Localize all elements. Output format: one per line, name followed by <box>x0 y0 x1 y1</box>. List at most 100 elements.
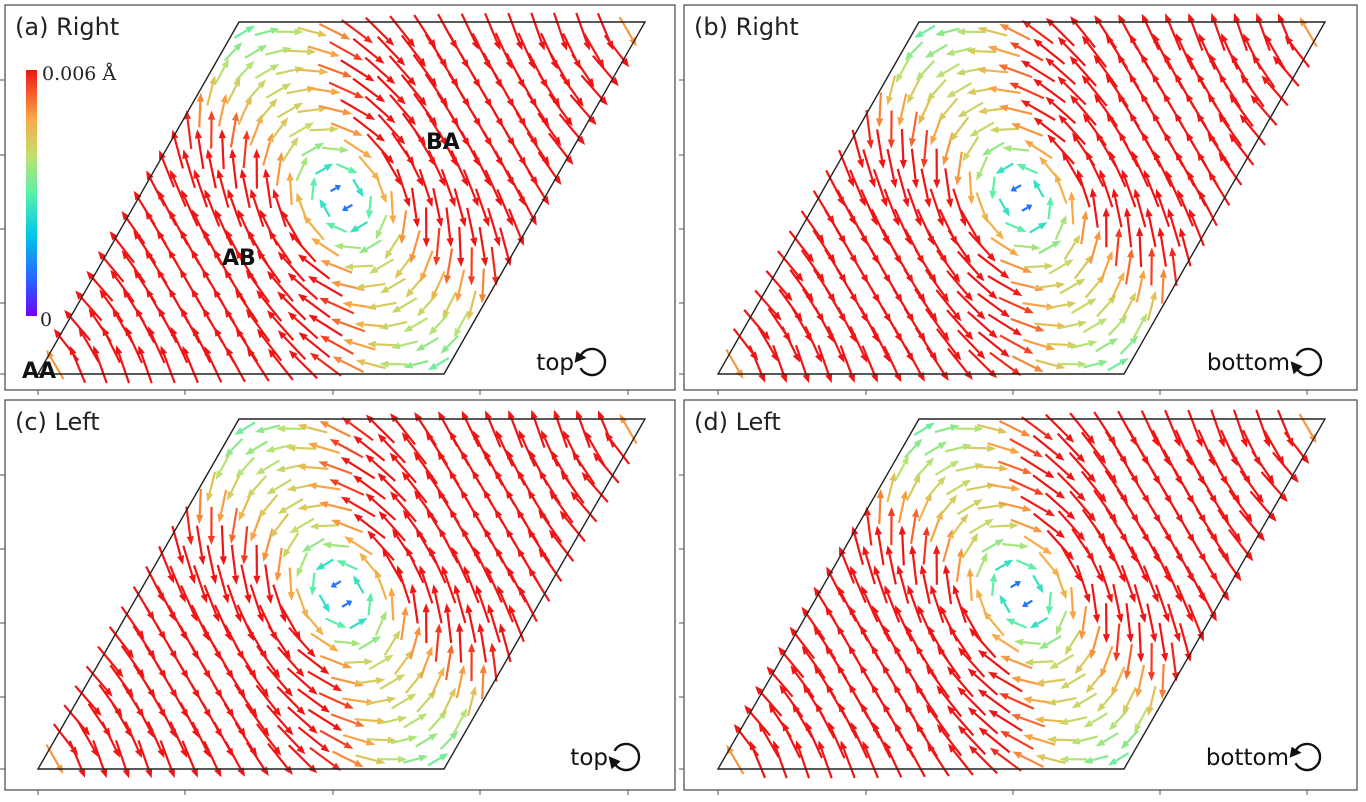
vector-arrow <box>365 454 396 482</box>
vector-arrow <box>246 347 270 382</box>
vector-arrow <box>388 587 396 621</box>
vector-arrow <box>384 233 402 260</box>
vector-arrow <box>249 584 264 623</box>
vector-arrow <box>286 667 318 695</box>
vector-arrow <box>961 532 979 559</box>
vector-arrow <box>1084 546 1104 583</box>
vector-arrow <box>204 346 223 383</box>
vector-arrow <box>976 155 989 181</box>
vector-arrow <box>332 750 364 767</box>
vector-arrow <box>815 702 836 739</box>
vector-arrow <box>1054 215 1067 241</box>
vector-arrow <box>225 346 246 383</box>
vector-arrow <box>873 565 889 604</box>
vector-arrow <box>277 291 307 321</box>
vector-arrow <box>1080 210 1089 245</box>
vector-arrow <box>518 585 538 623</box>
vector-arrow <box>990 236 1019 256</box>
vector-arrow <box>553 409 569 448</box>
vector-arrow <box>445 207 454 248</box>
vector-arrow <box>101 721 120 758</box>
vector-arrow <box>977 253 1010 279</box>
vector-arrow <box>1033 78 1066 104</box>
vector-arrow <box>537 151 562 185</box>
vector-arrow <box>382 547 404 583</box>
vector-arrow <box>308 314 343 337</box>
vector-arrow <box>180 307 201 344</box>
vector-arrow <box>1238 509 1265 542</box>
vector-arrow <box>1170 642 1180 682</box>
vector-arrow <box>245 703 270 737</box>
vector-arrow <box>1058 114 1087 146</box>
vector-arrow <box>1080 431 1107 465</box>
vector-arrow <box>207 506 215 545</box>
vector-arrow <box>897 490 908 524</box>
vector-arrow <box>329 479 365 496</box>
vector-arrow <box>1120 729 1140 750</box>
vector-arrow <box>571 53 595 88</box>
vector-arrow <box>876 489 884 525</box>
vector-arrow <box>254 27 280 37</box>
vector-arrow <box>987 483 1021 492</box>
vector-arrow <box>472 430 492 467</box>
vector-arrow <box>287 706 318 734</box>
vector-arrow <box>1004 221 1027 232</box>
vector-arrow <box>344 536 373 556</box>
side-label: bottom <box>1207 350 1290 376</box>
vector-arrow <box>883 345 902 383</box>
vector-arrow <box>1069 412 1095 445</box>
vector-arrow <box>1048 259 1074 275</box>
vector-arrow <box>412 54 438 88</box>
vector-arrow <box>1020 100 1056 121</box>
vector-arrow <box>358 239 382 254</box>
vector-arrow <box>1118 131 1139 168</box>
vector-arrow <box>862 149 876 188</box>
vector-arrow <box>1068 451 1096 483</box>
vector-arrow <box>366 340 397 348</box>
vector-arrow <box>182 545 196 584</box>
vector-arrow <box>801 645 826 680</box>
vector-arrow <box>1169 247 1178 287</box>
vector-arrow <box>989 522 1019 530</box>
vector-arrow <box>925 476 946 499</box>
vector-arrow <box>805 721 824 759</box>
vector-arrow <box>957 647 986 678</box>
vector-arrow <box>479 664 487 700</box>
vector-arrow <box>956 290 986 320</box>
vector-arrow <box>1176 584 1193 623</box>
vector-arrow <box>1252 54 1276 89</box>
vector-arrow <box>389 452 417 484</box>
vector-arrow <box>340 99 376 120</box>
vector-arrow <box>946 82 972 98</box>
vector-arrow <box>1071 692 1098 709</box>
vector-arrow <box>405 546 425 584</box>
vector-arrow <box>275 28 304 36</box>
vector-arrow <box>1261 75 1289 107</box>
vector-arrow <box>147 721 165 759</box>
vector-arrow <box>559 510 586 543</box>
vector-arrow <box>224 438 244 458</box>
vector-arrow <box>1239 114 1266 146</box>
vector-arrow <box>352 37 385 64</box>
vector-arrow <box>789 269 814 303</box>
vector-arrow <box>548 132 574 165</box>
vector-arrow <box>1029 222 1048 234</box>
vector-arrow <box>966 567 974 601</box>
vector-arrow <box>432 187 444 228</box>
vector-arrow <box>477 622 488 663</box>
vector-arrow <box>102 326 121 364</box>
vector-arrow <box>254 63 280 79</box>
vector-arrow <box>801 606 826 641</box>
vector-arrow <box>1045 413 1075 443</box>
vector-arrow <box>1120 565 1136 604</box>
vector-arrow <box>871 605 891 642</box>
vector-arrow <box>223 42 243 62</box>
vector-arrow <box>485 566 503 603</box>
vector-arrow <box>256 328 283 362</box>
vector-arrow <box>377 433 406 464</box>
vector-arrow <box>325 617 347 628</box>
vector-arrow <box>1229 93 1254 127</box>
region-label: AA <box>22 359 56 384</box>
vector-arrow <box>427 150 446 187</box>
vector-arrow <box>409 626 421 660</box>
